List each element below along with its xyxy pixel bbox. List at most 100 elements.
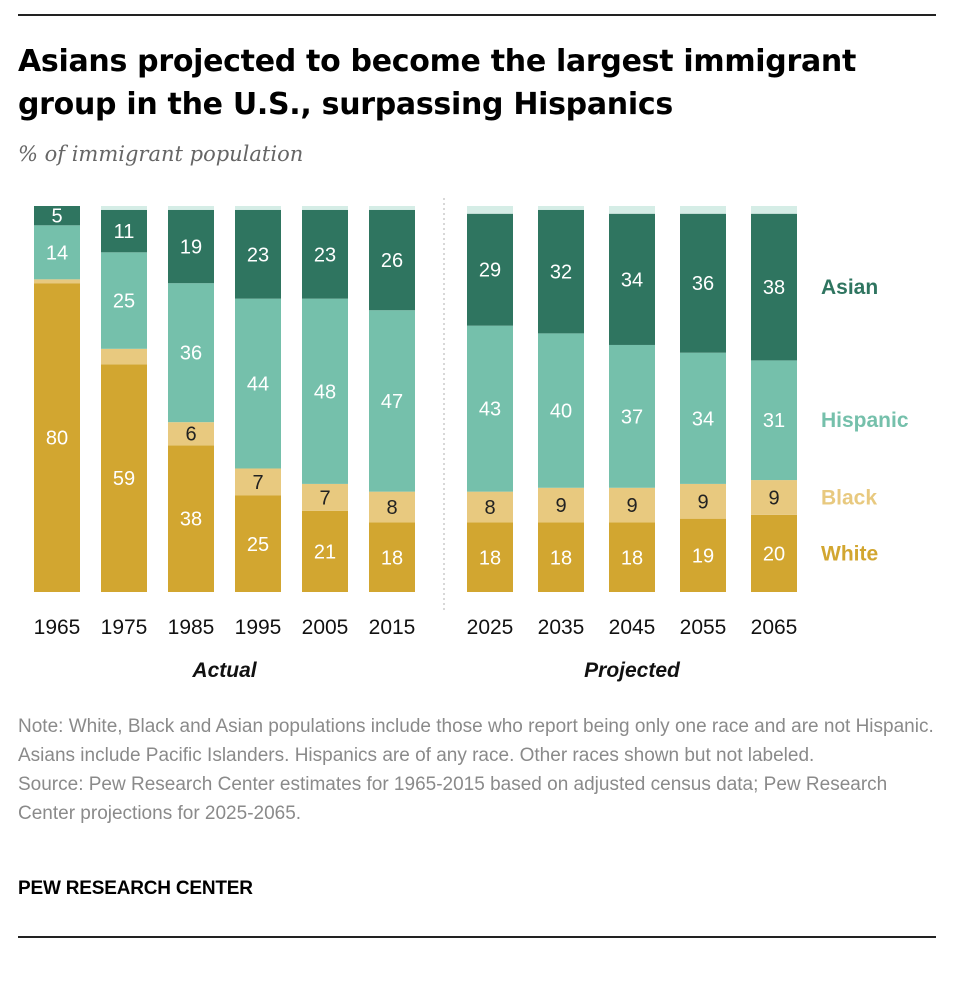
- chart-subtitle: % of immigrant population: [18, 142, 304, 166]
- value-label-black-2055: 9: [697, 491, 708, 513]
- bar-segment-white-2045: [609, 522, 655, 592]
- value-label-asian-2055: 36: [692, 273, 714, 295]
- brand-logo-text: PEW RESEARCH CENTER: [18, 878, 253, 899]
- value-label-asian-1985: 19: [180, 237, 202, 259]
- value-label-asian-2025: 29: [479, 260, 501, 282]
- group-label-actual: Actual: [191, 659, 257, 682]
- bar-segment-other-1995: [235, 206, 281, 210]
- value-label-white-2055: 19: [692, 545, 714, 567]
- value-label-black-2065: 9: [768, 487, 779, 509]
- bar-segment-other-2035: [538, 206, 584, 210]
- bar-segment-black-2045: [609, 487, 655, 523]
- value-label-asian-2035: 32: [550, 262, 572, 284]
- bar-segment-hispanic-2025: [467, 325, 513, 492]
- bar-segment-hispanic-2065: [751, 360, 797, 481]
- value-label-white-1995: 25: [247, 534, 269, 556]
- legend-label-hispanic: Hispanic: [821, 409, 909, 432]
- bar-segment-asian-1975: [101, 209, 147, 253]
- value-labels-layer: 80 14 5 59 25 11 38 6 36 19 25 7 44 23 21 7 48 23 18 8 47 26 1…: [46, 206, 785, 570]
- legend-label-asian: Asian: [821, 276, 878, 299]
- value-label-hispanic-2055: 34: [692, 408, 714, 430]
- bar-segment-white-1965: [34, 283, 80, 592]
- bar-segment-asian-2055: [680, 213, 726, 353]
- value-label-white-2005: 21: [314, 541, 336, 563]
- stacked-bar-chart: 80 14 5 59 25 11 38 6 36 19 25 7 44 23 21 7 48 23 18 8 47 26 1…: [34, 198, 909, 682]
- value-label-hispanic-2005: 48: [314, 381, 336, 403]
- bar-segment-hispanic-1985: [168, 283, 214, 423]
- bar-segment-white-1975: [101, 364, 147, 592]
- x-tick-label-2005: 2005: [302, 616, 349, 639]
- legend-label-white: White: [821, 542, 878, 565]
- value-label-hispanic-2045: 37: [621, 406, 643, 428]
- value-label-asian-1975: 11: [114, 221, 135, 243]
- bar-segment-black-2015: [369, 491, 415, 523]
- value-label-hispanic-1965: 14: [46, 242, 68, 264]
- bar-segment-other-2025: [467, 206, 513, 214]
- note-text: Note: White, Black and Asian populations…: [18, 716, 934, 766]
- legend-layer: Asian Hispanic Black White: [821, 276, 909, 565]
- bar-segment-black-1995: [235, 468, 281, 496]
- bar-segment-hispanic-2045: [609, 344, 655, 488]
- bar-segment-asian-1985: [168, 209, 214, 284]
- bar-segment-hispanic-2015: [369, 310, 415, 492]
- bar-segment-white-2035: [538, 522, 584, 592]
- x-tick-labels-layer: 1965 1975 1985 1995 2005 2015 2025 2035 2045 2055…: [34, 616, 798, 639]
- bar-segment-other-2055: [680, 206, 726, 214]
- bar-segment-black-1975: [101, 348, 147, 365]
- value-label-black-2005: 7: [319, 487, 330, 509]
- bar-segment-other-2005: [302, 206, 348, 210]
- x-tick-label-1985: 1985: [168, 616, 215, 639]
- bar-segment-hispanic-2055: [680, 352, 726, 484]
- x-tick-label-2035: 2035: [538, 616, 585, 639]
- bar-segment-other-1985: [168, 206, 214, 210]
- bar-segment-asian-2045: [609, 213, 655, 345]
- value-label-white-2035: 18: [550, 547, 572, 569]
- group-label-projected: Projected: [584, 659, 681, 682]
- bar-segment-white-2005: [302, 510, 348, 592]
- bar-segment-black-1985: [168, 422, 214, 446]
- bars-layer: [34, 206, 797, 592]
- bar-segment-black-1965: [34, 279, 80, 284]
- value-label-asian-2015: 26: [381, 250, 403, 272]
- value-label-hispanic-2015: 47: [381, 391, 403, 413]
- bar-segment-asian-2025: [467, 213, 513, 326]
- bar-segment-hispanic-1995: [235, 298, 281, 469]
- bar-segment-asian-2005: [302, 209, 348, 299]
- bar-segment-black-2035: [538, 487, 584, 523]
- source-text: Source: Pew Research Center estimates fo…: [18, 774, 888, 824]
- x-tick-label-1995: 1995: [235, 616, 282, 639]
- bar-segment-black-2005: [302, 483, 348, 511]
- bar-segment-white-2025: [467, 522, 513, 592]
- value-label-asian-1995: 23: [247, 244, 269, 266]
- value-label-black-2025: 8: [484, 497, 495, 519]
- value-label-black-1995: 7: [252, 472, 263, 494]
- value-label-hispanic-2025: 43: [479, 399, 501, 421]
- x-tick-label-2025: 2025: [467, 616, 514, 639]
- value-label-white-2015: 18: [381, 547, 403, 569]
- value-label-white-2045: 18: [621, 547, 643, 569]
- bar-segment-hispanic-1975: [101, 252, 147, 349]
- bar-segment-asian-1965: [34, 206, 80, 226]
- bar-segment-asian-2035: [538, 209, 584, 334]
- bar-segment-white-2065: [751, 514, 797, 592]
- bar-segment-asian-2015: [369, 209, 415, 311]
- value-label-white-1965: 80: [46, 428, 68, 450]
- value-label-black-1985: 6: [185, 424, 196, 446]
- bar-segment-hispanic-2035: [538, 333, 584, 488]
- bar-segment-other-1975: [101, 206, 147, 210]
- bar-segment-hispanic-1965: [34, 225, 80, 280]
- bar-segment-black-2025: [467, 491, 513, 523]
- bar-segment-black-2065: [751, 480, 797, 515]
- bar-segment-white-2055: [680, 518, 726, 592]
- value-label-asian-1965: 5: [51, 206, 62, 228]
- chart-title: Asians projected to become the largest i…: [18, 44, 856, 122]
- value-label-asian-2045: 34: [621, 269, 643, 291]
- bar-segment-white-1995: [235, 495, 281, 592]
- value-label-white-1985: 38: [180, 509, 202, 531]
- value-label-asian-2005: 23: [314, 244, 336, 266]
- value-label-hispanic-1975: 25: [113, 291, 135, 313]
- top-rule: [18, 14, 936, 16]
- value-label-white-2065: 20: [763, 543, 785, 565]
- bar-segment-black-2055: [680, 483, 726, 519]
- legend-label-black: Black: [821, 486, 877, 509]
